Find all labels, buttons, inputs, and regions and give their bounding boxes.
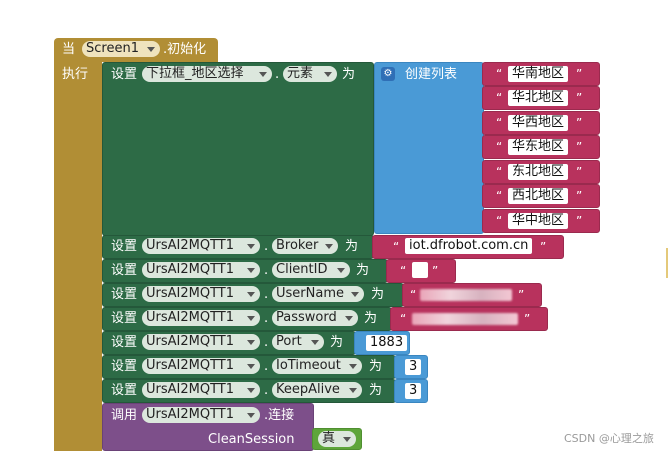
mqtt-property-selector[interactable]: ClientID xyxy=(272,262,350,278)
quote-mark: “ xyxy=(496,91,503,105)
region-text[interactable]: 华北地区 xyxy=(508,90,569,106)
dot-separator: . xyxy=(264,239,269,254)
dot-separator: . xyxy=(264,335,269,350)
to-label: 为 xyxy=(345,239,359,254)
region-text[interactable]: 华西地区 xyxy=(508,115,569,131)
quote-mark: ” xyxy=(576,116,583,130)
quote-mark: “ xyxy=(400,312,407,326)
keepalive-value[interactable]: 3 xyxy=(405,383,422,399)
mqtt-property-selector[interactable]: UserName xyxy=(272,286,364,302)
mqtt-property-selector[interactable]: Broker xyxy=(272,238,338,254)
quote-mark: ” xyxy=(576,214,583,228)
watermark: CSDN @心理之旅 xyxy=(564,432,654,445)
mqtt-property-selector[interactable]: IoTimeout xyxy=(272,358,362,374)
password-value-redacted xyxy=(412,313,518,325)
dropdown-property-selector[interactable]: 元素 xyxy=(283,66,337,82)
mqtt-component-selector[interactable]: UrsAI2MQTT1 xyxy=(142,334,260,350)
mqtt-property-selector[interactable]: KeepAlive xyxy=(272,382,362,398)
broker-value[interactable]: iot.dfrobot.com.cn xyxy=(405,238,533,254)
set-label: 设置 xyxy=(111,311,138,326)
set-label: 设置 xyxy=(111,239,138,254)
quote-mark: “ xyxy=(400,264,407,278)
dot-separator: . xyxy=(264,359,269,374)
dot-separator: . xyxy=(264,287,269,302)
quote-mark: ” xyxy=(540,240,547,254)
region-text[interactable]: 东北地区 xyxy=(508,164,569,180)
gear-icon[interactable]: ⚙ xyxy=(381,67,395,81)
to-label: 为 xyxy=(330,335,344,350)
quote-mark: “ xyxy=(393,240,400,254)
set-dropdown-elements-block[interactable] xyxy=(102,62,374,236)
mqtt-component-selector[interactable]: UrsAI2MQTT1 xyxy=(142,262,260,278)
quote-mark: “ xyxy=(496,140,503,154)
region-text[interactable]: 华南地区 xyxy=(508,66,569,82)
event-name-label: .初始化 xyxy=(163,42,207,57)
quote-mark: ” xyxy=(576,189,583,203)
create-list-block[interactable] xyxy=(374,62,484,234)
mqtt-component-selector[interactable]: UrsAI2MQTT1 xyxy=(142,358,260,374)
dot-separator: . xyxy=(275,67,280,82)
to-label: 为 xyxy=(356,263,370,278)
quote-mark: “ xyxy=(410,288,417,302)
mqtt-component-selector[interactable]: UrsAI2MQTT1 xyxy=(142,286,260,302)
mqtt-component-selector[interactable]: UrsAI2MQTT1 xyxy=(142,238,260,254)
dropdown-component-selector[interactable]: 下拉框_地区选择 xyxy=(142,66,272,82)
quote-mark: “ xyxy=(496,165,503,179)
mqtt-component-selector[interactable]: UrsAI2MQTT1 xyxy=(142,407,260,423)
event-when-label: 当 xyxy=(62,42,76,57)
region-text[interactable]: 西北地区 xyxy=(508,188,569,204)
dot-separator: . xyxy=(264,263,269,278)
create-list-label: 创建列表 xyxy=(405,67,458,82)
dot-separator: . xyxy=(264,383,269,398)
clean-session-label: CleanSession xyxy=(208,432,295,447)
iotimeout-value[interactable]: 3 xyxy=(405,359,422,375)
to-label: 为 xyxy=(342,67,356,82)
event-block-spine xyxy=(54,62,102,451)
quote-mark: ” xyxy=(432,264,439,278)
quote-mark: “ xyxy=(496,214,503,228)
quote-mark: ” xyxy=(524,312,531,326)
call-label: 调用 xyxy=(111,408,138,423)
set-label: 设置 xyxy=(111,359,138,374)
clientid-value[interactable] xyxy=(412,262,428,278)
set-label: 设置 xyxy=(111,335,138,350)
do-label: 执行 xyxy=(62,67,89,82)
quote-mark: ” xyxy=(576,67,583,81)
event-component-dropdown[interactable]: Screen1 xyxy=(82,41,160,57)
quote-mark: ” xyxy=(576,91,583,105)
quote-mark: “ xyxy=(496,67,503,81)
boolean-value-dropdown[interactable]: 真 xyxy=(318,431,356,447)
to-label: 为 xyxy=(369,359,383,374)
mqtt-property-selector[interactable]: Port xyxy=(272,334,324,350)
mqtt-component-selector[interactable]: UrsAI2MQTT1 xyxy=(142,382,260,398)
set-label: 设置 xyxy=(111,287,138,302)
quote-mark: “ xyxy=(496,116,503,130)
connect-method-label: .连接 xyxy=(264,408,295,423)
region-text[interactable]: 华中地区 xyxy=(508,213,569,229)
region-text[interactable]: 华东地区 xyxy=(508,139,569,155)
quote-mark: ” xyxy=(576,165,583,179)
set-label: 设置 xyxy=(111,67,138,82)
set-label: 设置 xyxy=(111,383,138,398)
quote-mark: ” xyxy=(518,288,525,302)
to-label: 为 xyxy=(369,383,383,398)
quote-mark: ” xyxy=(576,140,583,154)
offscreen-block-edge xyxy=(666,248,668,278)
mqtt-component-selector[interactable]: UrsAI2MQTT1 xyxy=(142,310,260,326)
quote-mark: “ xyxy=(496,189,503,203)
mqtt-property-selector[interactable]: Password xyxy=(272,310,358,326)
port-value[interactable]: 1883 xyxy=(366,335,408,351)
username-value-redacted xyxy=(420,289,512,301)
to-label: 为 xyxy=(364,311,378,326)
set-label: 设置 xyxy=(111,263,138,278)
to-label: 为 xyxy=(371,287,385,302)
dot-separator: . xyxy=(264,311,269,326)
